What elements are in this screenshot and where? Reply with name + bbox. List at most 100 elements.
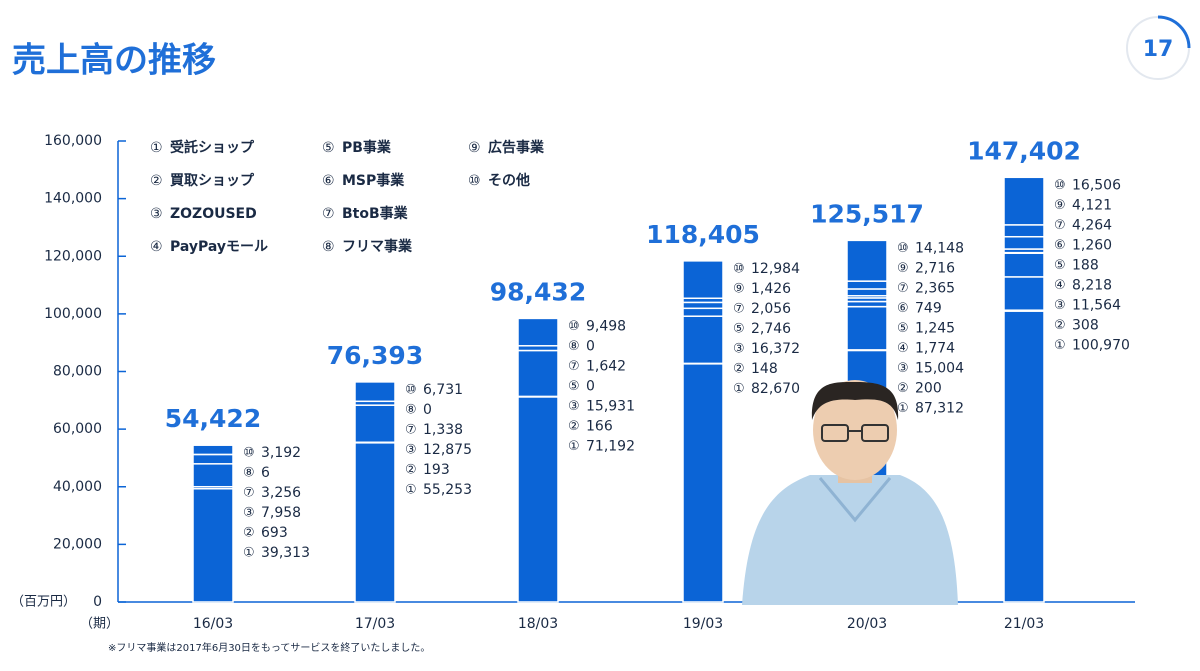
legend-label: PB事業 <box>342 139 392 156</box>
value-marker: ① <box>405 482 417 497</box>
value-marker: ⑩ <box>897 241 909 256</box>
value-label: 693 <box>261 525 288 541</box>
y-tick-label: 140,000 <box>44 191 102 207</box>
value-label: 3,256 <box>261 485 301 501</box>
value-label: 1,642 <box>586 358 626 374</box>
value-marker: ① <box>568 439 580 454</box>
value-label: 4,264 <box>1072 217 1112 233</box>
legend-label: PayPayモール <box>170 239 268 255</box>
value-label: 148 <box>751 361 778 377</box>
value-label: 193 <box>423 462 450 478</box>
legend-marker: ① <box>150 140 163 156</box>
bar-segment <box>1003 224 1045 238</box>
bar-segment <box>517 317 559 347</box>
legend-marker: ④ <box>150 239 163 255</box>
x-tick-label: 17/03 <box>355 616 395 632</box>
x-tick-label: 16/03 <box>193 616 233 632</box>
bar-segment <box>1003 176 1045 226</box>
illustration <box>742 380 958 605</box>
bar-segment <box>682 363 724 603</box>
value-marker: ⑨ <box>897 261 909 276</box>
bar-segment <box>1003 235 1045 250</box>
legend-label: BtoB事業 <box>342 205 409 222</box>
legend-marker: ③ <box>150 206 163 222</box>
value-label: 1,245 <box>915 320 955 336</box>
bar-segment <box>354 381 396 403</box>
y-tick-label: 160,000 <box>44 133 102 149</box>
legend-marker: ⑩ <box>468 173 481 189</box>
value-label: 2,746 <box>751 321 791 337</box>
bar-segment <box>682 307 724 317</box>
value-label: 11,564 <box>1072 297 1121 313</box>
legend-marker: ⑧ <box>322 239 335 255</box>
total-label: 147,402 <box>967 136 1081 165</box>
value-marker: ④ <box>897 341 909 356</box>
value-marker: ⑤ <box>568 379 580 394</box>
legend-label: 受託ショップ <box>170 139 255 156</box>
bar-segment <box>1003 252 1045 278</box>
value-label: 6,731 <box>423 382 463 398</box>
value-label: 16,372 <box>751 341 800 357</box>
value-marker: ⑦ <box>243 486 255 501</box>
legend-marker: ⑨ <box>468 140 481 156</box>
value-marker: ⑤ <box>733 321 745 336</box>
value-label: 0 <box>423 402 432 418</box>
value-marker: ③ <box>568 399 580 414</box>
value-marker: ⑥ <box>897 301 909 316</box>
value-label: 749 <box>915 300 942 316</box>
value-label: 39,313 <box>261 545 310 561</box>
value-marker: ⑧ <box>243 466 255 481</box>
value-label: 15,931 <box>586 398 635 414</box>
value-label: 200 <box>915 380 942 396</box>
page-ring-accent <box>1157 15 1191 49</box>
y-tick-label: 100,000 <box>44 306 102 322</box>
value-label: 1,338 <box>423 422 463 438</box>
bar-segment <box>682 301 724 310</box>
value-marker: ① <box>243 546 255 561</box>
value-marker: ① <box>897 401 909 416</box>
bar-segment <box>846 305 888 351</box>
bar-segment <box>682 260 724 300</box>
bar-segment <box>192 444 234 456</box>
value-label: 4,121 <box>1072 197 1112 213</box>
legend-label: フリマ事業 <box>342 238 413 255</box>
legend-marker: ⑦ <box>322 206 335 222</box>
value-marker: ⑤ <box>897 321 909 336</box>
value-marker: ⑦ <box>1054 218 1066 233</box>
value-label: 12,984 <box>751 261 800 277</box>
page-number: 17 <box>1143 37 1174 62</box>
bar-segment <box>354 404 396 443</box>
value-label: 0 <box>586 338 595 354</box>
value-label: 14,148 <box>915 240 964 256</box>
y-unit: （百万円） <box>11 595 76 610</box>
value-marker: ② <box>568 419 580 434</box>
value-label: 15,004 <box>915 360 964 376</box>
value-label: 7,958 <box>261 505 301 521</box>
value-marker: ⑦ <box>405 422 417 437</box>
value-label: 8,218 <box>1072 277 1112 293</box>
value-label: 0 <box>586 378 595 394</box>
y-tick-label: 40,000 <box>53 479 102 495</box>
y-tick-label: 60,000 <box>53 421 102 437</box>
bar-segment <box>517 396 559 603</box>
value-marker: ⑦ <box>733 301 745 316</box>
y-tick-label: 0 <box>93 594 102 610</box>
total-label: 118,405 <box>646 220 760 249</box>
value-marker: ② <box>733 361 745 376</box>
value-marker: ⑧ <box>405 402 417 417</box>
y-tick-label: 120,000 <box>44 248 102 264</box>
value-label: 6 <box>261 465 270 481</box>
x-tick-label: 18/03 <box>518 616 558 632</box>
legend-marker: ② <box>150 173 163 189</box>
bar-segment <box>354 442 396 603</box>
value-label: 2,056 <box>751 301 791 317</box>
footnote: ※フリマ事業は2017年6月30日をもってサービスを終了いたしました。 <box>108 641 430 654</box>
value-marker: ② <box>897 381 909 396</box>
bar-segment <box>846 300 888 308</box>
value-label: 82,670 <box>751 381 800 397</box>
legend-marker: ⑥ <box>322 173 335 189</box>
value-marker: ② <box>1054 318 1066 333</box>
x-tick-label: 19/03 <box>683 616 723 632</box>
bar-segment <box>846 280 888 290</box>
